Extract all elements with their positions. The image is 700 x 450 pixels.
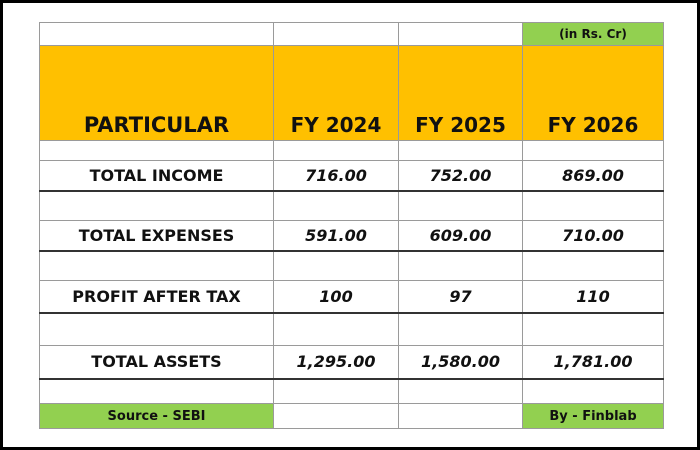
empty-cell	[522, 140, 664, 161]
empty-cell	[273, 140, 399, 161]
empty-cell	[273, 312, 399, 346]
value-cell: 716.00	[273, 160, 399, 192]
empty-cell	[39, 250, 274, 281]
empty-cell	[398, 250, 523, 281]
empty-cell	[39, 312, 274, 346]
column-header: FY 2026	[522, 45, 664, 141]
table-row	[39, 140, 664, 161]
value-cell: 869.00	[522, 160, 664, 192]
empty-cell	[398, 140, 523, 161]
value-cell: 1,580.00	[398, 345, 523, 380]
source-note: Source - SEBI	[39, 403, 274, 429]
table-row: TOTAL EXPENSES 591.00 609.00 710.00	[39, 220, 664, 252]
credit-note: By - Finblab	[522, 403, 664, 429]
empty-cell	[273, 22, 399, 46]
empty-cell	[273, 378, 399, 404]
unit-note: (in Rs. Cr)	[522, 22, 664, 46]
table-row: TOTAL INCOME 716.00 752.00 869.00	[39, 160, 664, 192]
empty-cell	[522, 250, 664, 281]
empty-cell	[39, 22, 274, 46]
table-row: (in Rs. Cr)	[39, 22, 664, 46]
empty-cell	[39, 140, 274, 161]
value-cell: 1,781.00	[522, 345, 664, 380]
financial-table: (in Rs. Cr) PARTICULAR FY 2024 FY 2025 FY 20…	[39, 22, 664, 429]
value-cell: 110	[522, 280, 664, 314]
empty-cell	[522, 378, 664, 404]
empty-cell	[398, 22, 523, 46]
table-row	[39, 190, 664, 221]
value-cell: 1,295.00	[273, 345, 399, 380]
table-row	[39, 312, 664, 346]
value-cell: 609.00	[398, 220, 523, 252]
empty-cell	[273, 250, 399, 281]
row-header-title: PARTICULAR	[39, 45, 274, 141]
empty-cell	[273, 403, 399, 429]
table-body: (in Rs. Cr) PARTICULAR FY 2024 FY 2025 FY 20…	[39, 22, 664, 429]
column-header: FY 2024	[273, 45, 399, 141]
empty-cell	[273, 190, 399, 221]
value-cell: 591.00	[273, 220, 399, 252]
value-cell: 710.00	[522, 220, 664, 252]
empty-cell	[398, 190, 523, 221]
table-row: PARTICULAR FY 2024 FY 2025 FY 2026	[39, 45, 664, 141]
value-cell: 752.00	[398, 160, 523, 192]
table-row: PROFIT AFTER TAX 100 97 110	[39, 280, 664, 314]
empty-cell	[39, 190, 274, 221]
empty-cell	[522, 312, 664, 346]
row-label: TOTAL ASSETS	[39, 345, 274, 380]
empty-cell	[522, 190, 664, 221]
row-label: TOTAL EXPENSES	[39, 220, 274, 252]
row-label: PROFIT AFTER TAX	[39, 280, 274, 314]
column-header: FY 2025	[398, 45, 523, 141]
empty-cell	[398, 312, 523, 346]
empty-cell	[398, 403, 523, 429]
value-cell: 100	[273, 280, 399, 314]
table-row	[39, 250, 664, 281]
table-row	[39, 378, 664, 404]
row-label: TOTAL INCOME	[39, 160, 274, 192]
table-row: TOTAL ASSETS 1,295.00 1,580.00 1,781.00	[39, 345, 664, 380]
empty-cell	[398, 378, 523, 404]
empty-cell	[39, 378, 274, 404]
value-cell: 97	[398, 280, 523, 314]
table-row: Source - SEBI By - Finblab	[39, 403, 664, 429]
